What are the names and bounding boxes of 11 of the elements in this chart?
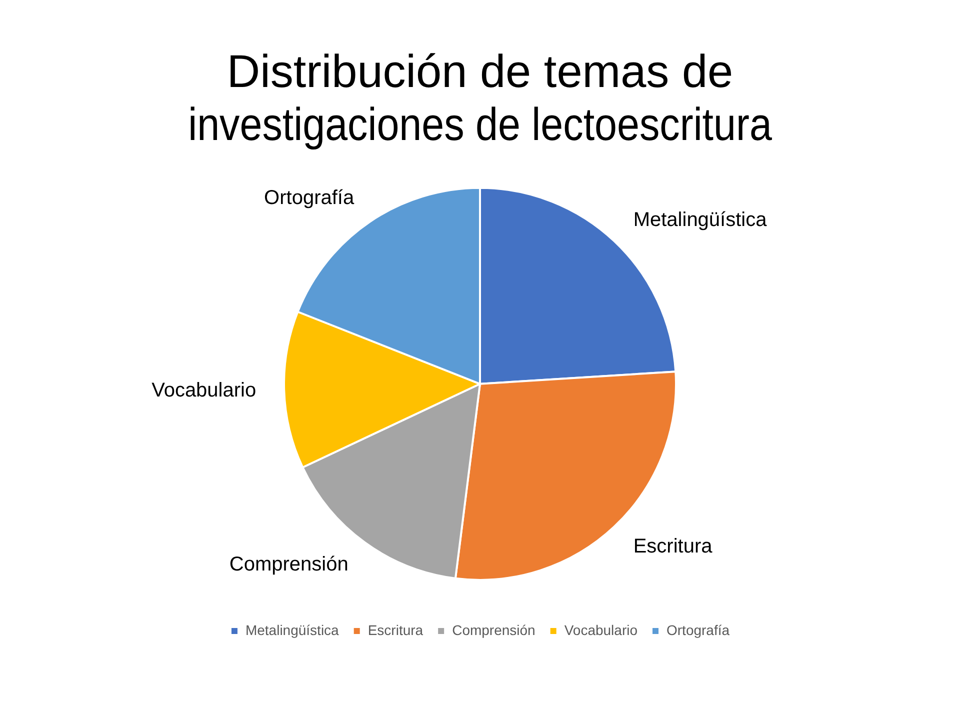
slice-label: Ortografía <box>264 187 355 210</box>
legend-label: Vocabulario <box>564 622 638 638</box>
slice-label: Comprensión <box>229 554 348 576</box>
slice-label: Escritura <box>633 536 714 558</box>
slice-label: Vocabulario <box>152 379 256 402</box>
legend-label: Metalingüística <box>245 622 340 638</box>
legend-label: Ortografía <box>666 622 730 638</box>
legend-label: Escritura <box>368 622 424 638</box>
slice-label: Metalingüística <box>633 209 768 232</box>
chart-title: Distribución de temas de investigaciones de lectoescritura <box>188 45 773 151</box>
legend-label: Comprensión <box>452 622 536 638</box>
